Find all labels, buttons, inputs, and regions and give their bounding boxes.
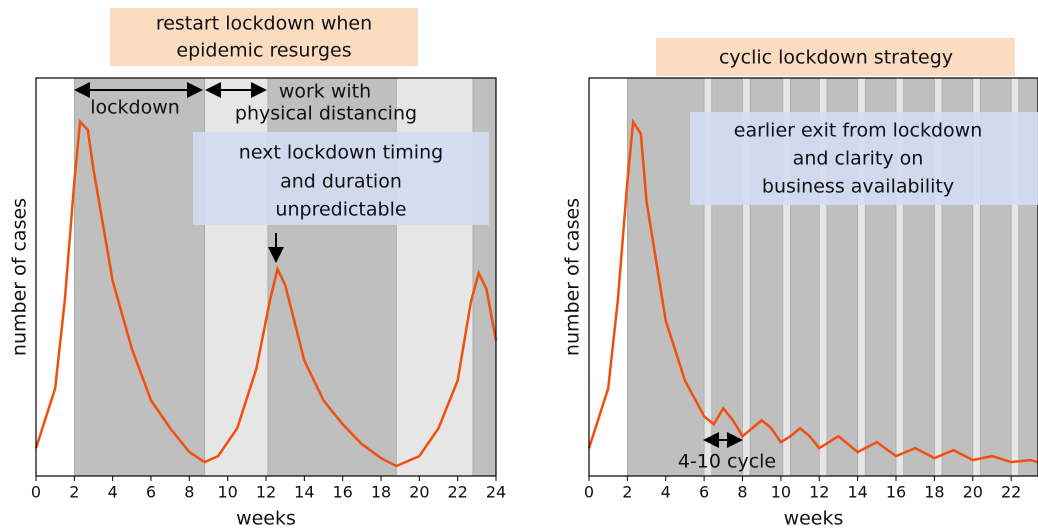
annotation: business availability [762, 176, 954, 198]
x-tick-label: 6 [146, 483, 156, 502]
x-tick-label: 20 [963, 483, 983, 502]
x-tick-label: 18 [924, 483, 944, 502]
x-tick-label: 0 [31, 483, 41, 502]
x-tick-label: 14 [847, 483, 867, 502]
note-box [193, 132, 489, 225]
x-axis-label: weeks [784, 508, 844, 529]
x-tick-label: 22 [447, 483, 467, 502]
x-tick-label: 2 [69, 483, 79, 502]
x-tick-label: 8 [184, 483, 194, 502]
x-tick-label: 24 [486, 483, 506, 502]
curve [587, 118, 1038, 464]
x-tick-label: 20 [409, 483, 429, 502]
title-box [110, 8, 418, 66]
x-tick-label: 12 [809, 483, 829, 502]
chart-title: epidemic resurges [176, 40, 351, 62]
x-tick-label: 2 [622, 483, 632, 502]
chart-title: restart lockdown when [156, 13, 372, 35]
annotation: next lockdown timing [239, 142, 443, 164]
annotation: and duration [280, 171, 402, 193]
x-tick-label: 4 [661, 483, 671, 502]
x-tick-label: 4 [108, 483, 118, 502]
x-tick-label: 8 [737, 483, 747, 502]
x-axis-label: weeks [236, 508, 296, 529]
annotation: 4-10 cycle [678, 451, 776, 473]
y-axis-label: number of cases [562, 198, 584, 356]
x-tick-label: 16 [332, 483, 352, 502]
curve [34, 118, 498, 468]
x-tick-label: 10 [771, 483, 791, 502]
annotation: unpredictable [275, 199, 406, 221]
annotation: lockdown [90, 97, 180, 119]
title-box [656, 38, 1015, 76]
x-tick-label: 14 [294, 483, 314, 502]
x-tick-label: 18 [371, 483, 391, 502]
annotation: and clarity on [793, 148, 924, 170]
axes-frame [588, 77, 1038, 477]
note-box [690, 112, 1038, 205]
phase-region [73, 77, 206, 477]
x-tick-label: 12 [256, 483, 276, 502]
annotation: work with [279, 81, 371, 103]
x-tick-label: 10 [217, 483, 237, 502]
x-tick-label: 0 [584, 483, 594, 502]
x-tick-label: 16 [886, 483, 906, 502]
x-tick-label: 22 [1001, 483, 1021, 502]
annotation: earlier exit from lockdown [734, 120, 982, 142]
x-tick-label: 6 [699, 483, 709, 502]
y-axis-label: number of cases [9, 198, 31, 356]
annotation: physical distancing [235, 103, 417, 125]
chart-title: cyclic lockdown strategy [719, 47, 953, 69]
